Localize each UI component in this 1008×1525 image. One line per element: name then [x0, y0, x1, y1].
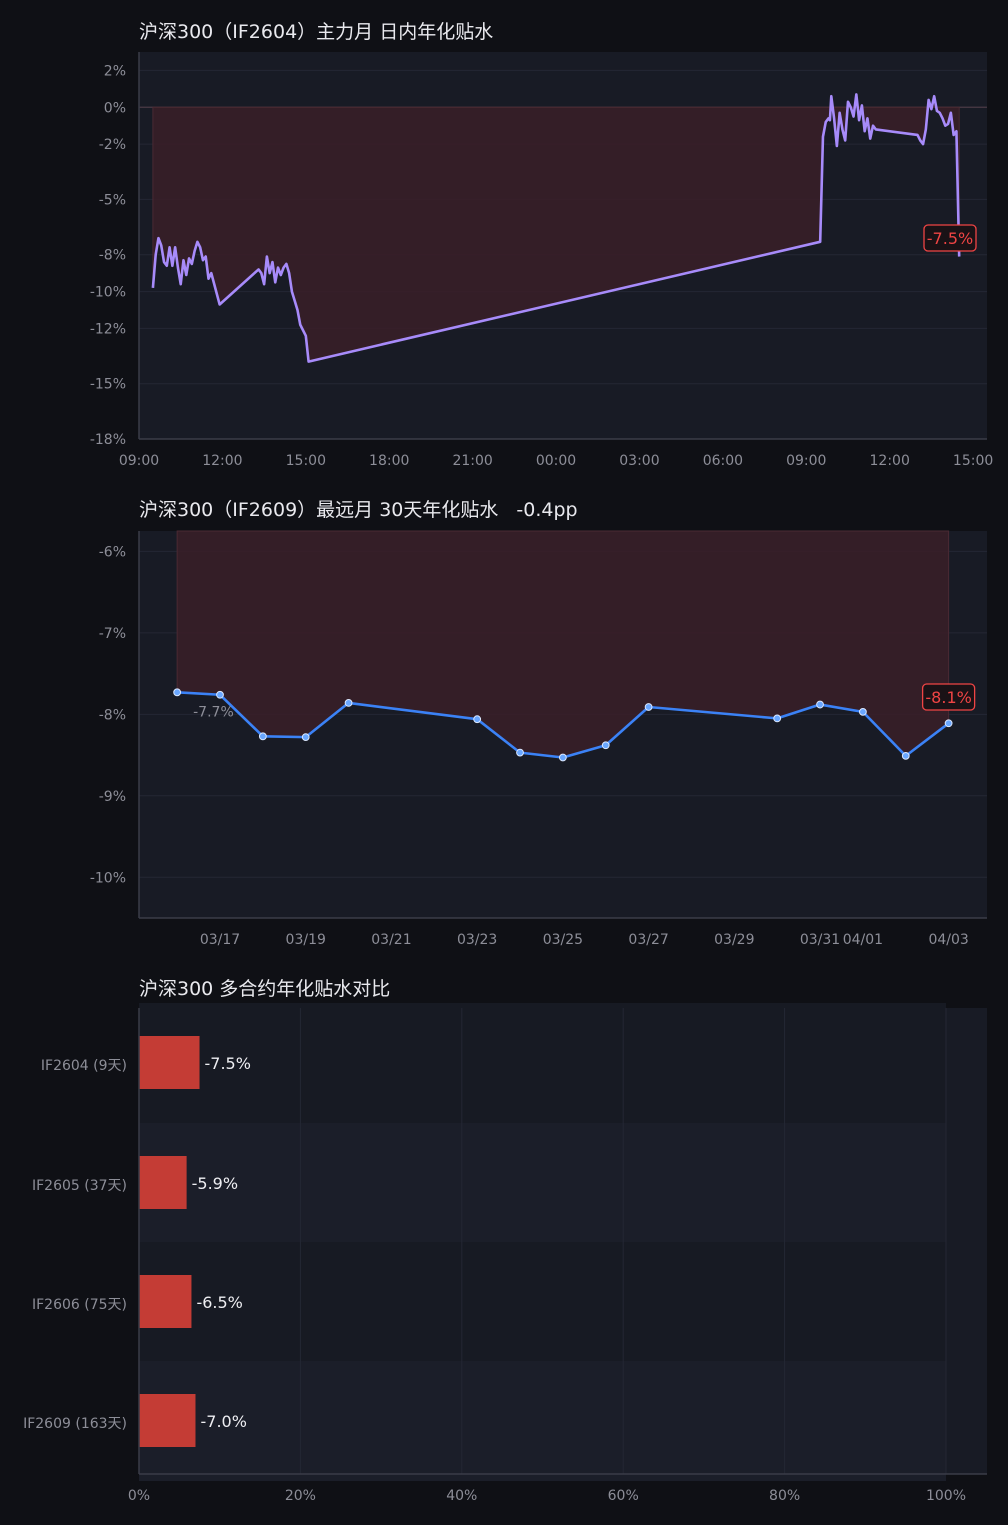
- bar-value-label: -5.9%: [192, 1174, 238, 1193]
- data-point: [344, 699, 353, 707]
- x-tick-label: 04/03: [928, 932, 968, 948]
- x-tick-label: 03/23: [457, 932, 497, 948]
- x-tick-label: 21:00: [452, 453, 492, 469]
- data-point: [773, 714, 782, 723]
- data-point: [859, 707, 867, 716]
- row-band: [139, 1242, 946, 1362]
- x-tick-label: 04/01: [843, 932, 883, 948]
- x-tick-label: 09:00: [786, 453, 826, 469]
- intraday-basis-chart: 2% 0% -2% -5% -8% -10% -12% -15% -18% 09:00 12:00 1…: [90, 52, 993, 469]
- data-point: [473, 715, 482, 724]
- y-tick-label: 0%: [104, 100, 126, 116]
- x-tick-label: 12:00: [870, 453, 910, 469]
- x-tick-label: 15:00: [286, 453, 326, 469]
- data-point: [816, 700, 824, 709]
- x-tick-label: 18:00: [369, 453, 409, 469]
- chart2-title: 沪深300（IF2609）最远月 30天年化贴水 -0.4pp: [139, 495, 578, 522]
- x-tick-label: 20%: [285, 1488, 316, 1504]
- x-tick-label: 03/31: [800, 932, 840, 948]
- last-value-label: -8.1%: [925, 688, 971, 707]
- x-tick-label: 03/25: [543, 932, 583, 948]
- category-label: IF2604 (9天): [41, 1058, 127, 1074]
- x-tick-label: 03:00: [619, 453, 659, 469]
- x-tick-label: 40%: [446, 1488, 477, 1504]
- thirty-day-basis-chart: -6% -7% -8% -9% -10% 03/17 03/19 03/21 03/23 03/2…: [90, 530, 987, 948]
- x-tick-label: 0%: [128, 1488, 150, 1504]
- x-tick-label: 03/19: [286, 932, 326, 948]
- y-tick-label: -12%: [90, 321, 126, 337]
- y-tick-label: -18%: [90, 432, 126, 448]
- last-value-label: -7.5%: [927, 229, 973, 248]
- intraday-basis-line: [151, 93, 961, 363]
- bar-value-label: -7.5%: [205, 1054, 251, 1073]
- x-tick-label: 03/17: [200, 932, 240, 948]
- data-point: [601, 741, 610, 750]
- y-tick-label: -15%: [90, 377, 126, 393]
- x-tick-label: 03/21: [371, 932, 411, 948]
- bar: [139, 1036, 200, 1089]
- y-tick-label: -10%: [90, 285, 126, 301]
- data-point: [901, 751, 910, 760]
- chart2-title-change: -0.4pp: [516, 499, 578, 521]
- data-point: [516, 748, 524, 757]
- x-tick-label: 12:00: [202, 453, 242, 469]
- row-band: [139, 1361, 946, 1481]
- bar: [139, 1156, 187, 1209]
- x-tick-label: 09:00: [119, 453, 159, 469]
- bar-value-label: -7.0%: [200, 1412, 246, 1431]
- y-tick-label: -5%: [99, 192, 126, 208]
- data-point: [944, 719, 953, 728]
- y-tick-label: -6%: [99, 544, 126, 560]
- last-value-badge: [923, 224, 977, 252]
- y-tick-label: -10%: [90, 870, 126, 886]
- category-label: IF2605 (37天): [32, 1178, 127, 1194]
- bar-value-label: -6.5%: [196, 1293, 242, 1312]
- data-point: [258, 732, 267, 741]
- row-band: [139, 1003, 946, 1123]
- start-value-label: -7.7%: [193, 704, 234, 720]
- y-tick-label: -8%: [99, 248, 126, 264]
- x-tick-label: 03/29: [714, 932, 754, 948]
- x-tick-label: 100%: [926, 1488, 966, 1504]
- data-point: [301, 733, 310, 742]
- x-tick-label: 06:00: [703, 453, 743, 469]
- y-tick-label: -7%: [99, 626, 126, 642]
- y-tick-label: -9%: [99, 789, 126, 805]
- x-tick-label: 03/27: [628, 932, 668, 948]
- category-label: IF2606 (75天): [32, 1297, 127, 1313]
- row-band: [139, 1123, 946, 1243]
- x-tick-label: 00:00: [536, 453, 576, 469]
- chart1-title: 沪深300（IF2604）主力月 日内年化贴水: [139, 21, 494, 43]
- y-tick-label: -8%: [99, 707, 126, 723]
- bar: [139, 1275, 192, 1328]
- y-tick-label: -2%: [99, 137, 126, 153]
- bar: [139, 1394, 196, 1447]
- chart2-title-text: 沪深300（IF2609）最远月 30天年化贴水: [139, 499, 499, 521]
- x-tick-label: 15:00: [953, 453, 993, 469]
- chart3-title: 沪深300 多合约年化贴水对比: [139, 978, 391, 1000]
- category-label: IF2609 (163天): [23, 1416, 127, 1432]
- data-point: [558, 753, 567, 762]
- data-point: [644, 703, 653, 711]
- data-point: [173, 688, 182, 697]
- last-value-badge: [921, 683, 976, 711]
- data-point: [216, 690, 224, 699]
- x-tick-label: 60%: [608, 1488, 639, 1504]
- x-tick-label: 80%: [769, 1488, 800, 1504]
- y-tick-label: 2%: [104, 63, 126, 79]
